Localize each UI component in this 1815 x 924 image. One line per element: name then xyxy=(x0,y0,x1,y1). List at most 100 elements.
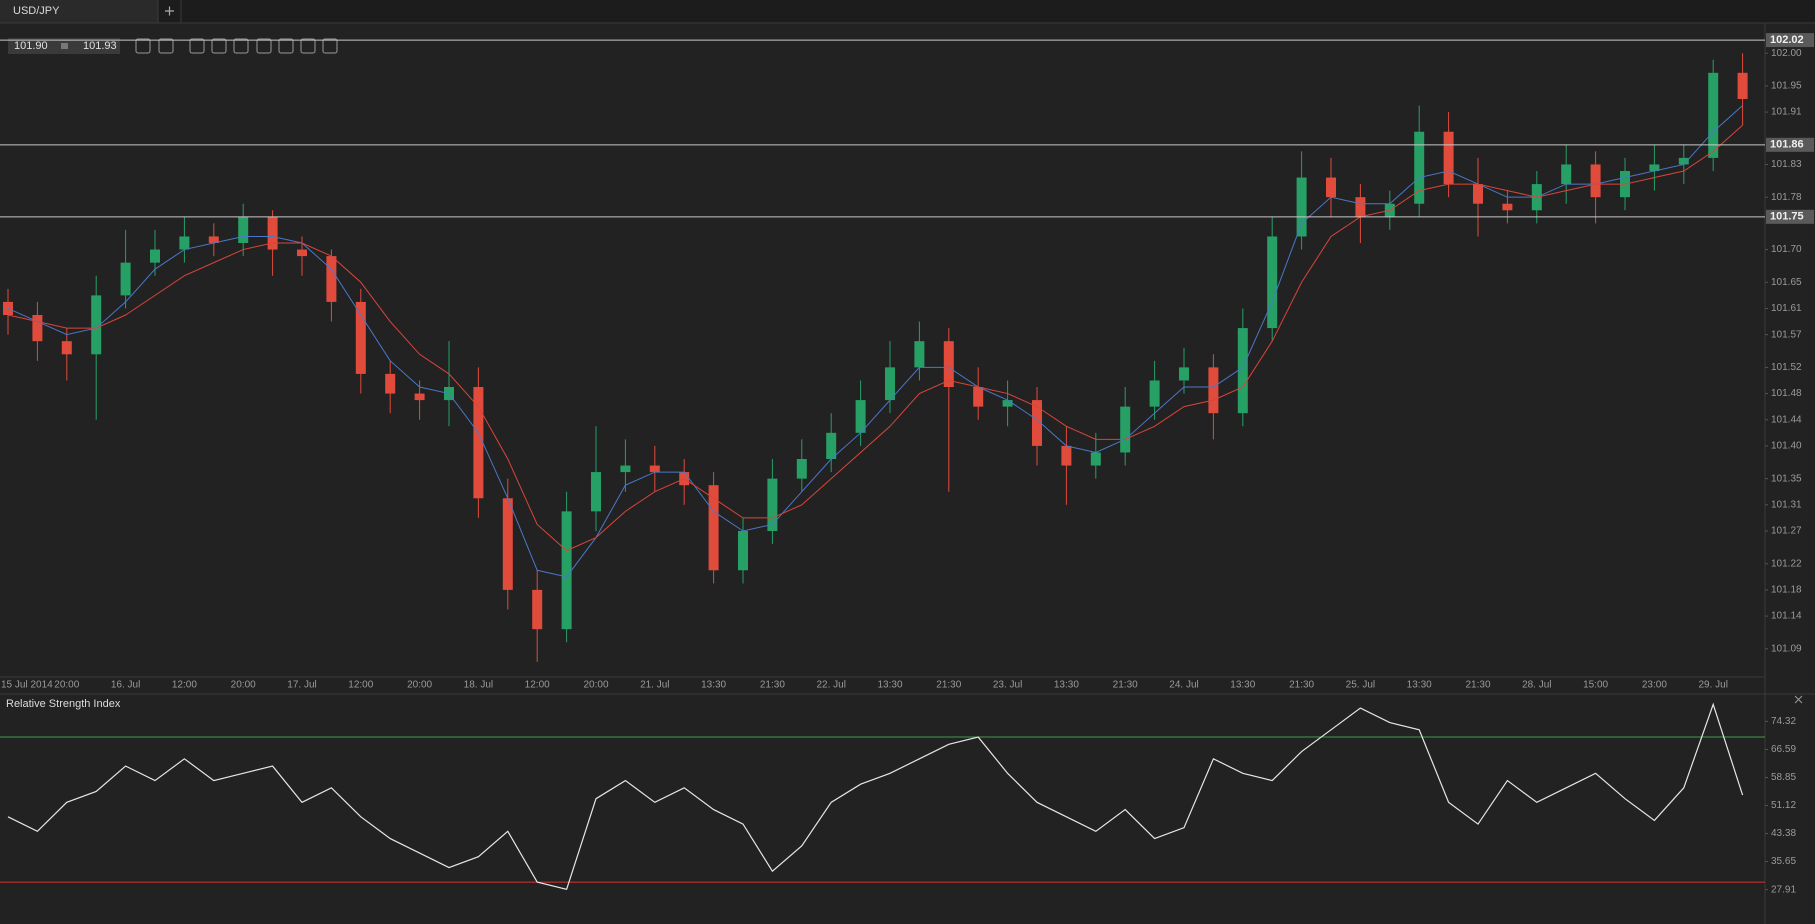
candle-body xyxy=(32,315,43,342)
candle-body xyxy=(1561,164,1572,185)
candle-body xyxy=(3,301,13,315)
y-tick-label: 27.91 xyxy=(1771,884,1796,895)
candle-body xyxy=(150,249,160,263)
y-tick-label: 102.00 xyxy=(1771,48,1802,59)
candle-body xyxy=(1267,236,1278,329)
indicators-button[interactable] xyxy=(233,38,249,54)
x-tick-label: 21. Jul xyxy=(640,680,669,691)
x-tick-label: 28. Jul xyxy=(1522,680,1551,691)
candle-body xyxy=(414,393,425,401)
price-level-label: 102.02 xyxy=(1770,34,1804,46)
candle-body xyxy=(1326,177,1336,198)
x-tick-label: 21:30 xyxy=(1465,680,1490,691)
moving-average xyxy=(7,105,1743,578)
x-tick-label: 20:00 xyxy=(407,680,432,691)
y-tick-label: 101.61 xyxy=(1771,303,1802,314)
candle-body xyxy=(1120,406,1131,453)
candle-body xyxy=(1355,197,1366,217)
candle-body xyxy=(1296,177,1307,237)
x-tick-label: 21:30 xyxy=(760,680,785,691)
candle-body xyxy=(1002,400,1013,407)
candle-body xyxy=(385,373,396,394)
candle-body xyxy=(1237,328,1248,414)
candle-body xyxy=(532,589,543,630)
x-tick-label: 13:30 xyxy=(1054,680,1079,691)
x-tick-label: 25. Jul xyxy=(1346,680,1375,691)
candle-body xyxy=(826,432,837,459)
candle-body xyxy=(738,531,748,571)
candle-body xyxy=(1179,367,1189,381)
candle-body xyxy=(649,465,660,473)
price-level-label: 101.75 xyxy=(1770,211,1804,223)
x-tick-label: 13:30 xyxy=(1407,680,1432,691)
price-level-tag xyxy=(1766,137,1814,152)
x-tick-label: 15 Jul 2014 xyxy=(1,680,53,691)
y-tick-label: 101.31 xyxy=(1771,499,1802,510)
candle-body xyxy=(120,262,131,296)
price-level-label: 101.86 xyxy=(1770,139,1804,151)
x-tick-label: 13:30 xyxy=(1230,680,1255,691)
draw-button[interactable] xyxy=(322,38,338,54)
candle-body xyxy=(1737,72,1748,99)
x-tick-label: 20:00 xyxy=(54,680,79,691)
candle-body xyxy=(914,341,925,368)
x-tick-label: 22. Jul xyxy=(816,680,845,691)
candle-body xyxy=(591,472,601,512)
candle-body xyxy=(1443,131,1454,185)
candle-body xyxy=(179,236,190,250)
edit-button[interactable] xyxy=(300,38,316,54)
add-tab-button[interactable] xyxy=(165,6,174,16)
candle-body xyxy=(855,400,866,433)
candle-body xyxy=(355,301,366,374)
candle-body xyxy=(61,341,72,355)
candle-body xyxy=(1149,380,1160,407)
y-tick-label: 101.95 xyxy=(1771,81,1802,92)
y-tick-label: 51.12 xyxy=(1771,800,1796,811)
candle-body xyxy=(973,387,984,407)
x-tick-label: 17. Jul xyxy=(287,680,316,691)
candle-body xyxy=(561,511,572,630)
y-tick-label: 43.38 xyxy=(1771,828,1796,839)
templates-button[interactable] xyxy=(256,38,272,54)
candle-body xyxy=(502,498,513,590)
y-tick-label: 101.78 xyxy=(1771,192,1802,203)
y-tick-label: 58.85 xyxy=(1771,772,1796,783)
x-tick-label: 29. Jul xyxy=(1698,680,1727,691)
y-tick-label: 35.65 xyxy=(1771,856,1796,867)
candle-body xyxy=(1708,72,1719,158)
candle-body xyxy=(885,367,895,401)
y-tick-label: 101.27 xyxy=(1771,526,1802,537)
ask-price: 101.93 xyxy=(83,40,117,52)
rsi-line xyxy=(7,702,1744,891)
candle-body xyxy=(620,465,631,473)
tab[interactable] xyxy=(0,0,158,23)
x-tick-label: 24. Jul xyxy=(1169,680,1198,691)
timeframe-button[interactable] xyxy=(189,38,205,54)
y-tick-label: 101.09 xyxy=(1771,643,1802,654)
tab-bar xyxy=(0,0,1815,23)
x-tick-label: 18. Jul xyxy=(464,680,493,691)
x-tick-label: 23:00 xyxy=(1642,680,1667,691)
objects-button[interactable] xyxy=(278,38,294,54)
zoom-in-button[interactable] xyxy=(158,38,174,54)
chart-type-button[interactable] xyxy=(211,38,227,54)
zoom-out-button[interactable] xyxy=(135,38,151,54)
x-tick-label: 15:00 xyxy=(1583,680,1608,691)
close-indicator-button[interactable] xyxy=(1794,695,1803,704)
y-tick-label: 74.32 xyxy=(1771,716,1796,727)
candle-body xyxy=(1032,400,1042,446)
y-tick-label: 66.59 xyxy=(1771,744,1796,755)
y-tick-label: 101.70 xyxy=(1771,244,1802,255)
tab-title[interactable]: USD/JPY xyxy=(13,5,60,17)
candle-body xyxy=(708,485,719,571)
candle-body xyxy=(1649,164,1660,171)
y-tick-label: 101.22 xyxy=(1771,558,1802,569)
price-level-tag xyxy=(1766,209,1814,224)
spread-icon xyxy=(61,43,68,49)
x-tick-label: 12:00 xyxy=(525,680,550,691)
price-level-tag xyxy=(1766,33,1814,48)
candle-body xyxy=(238,216,249,243)
